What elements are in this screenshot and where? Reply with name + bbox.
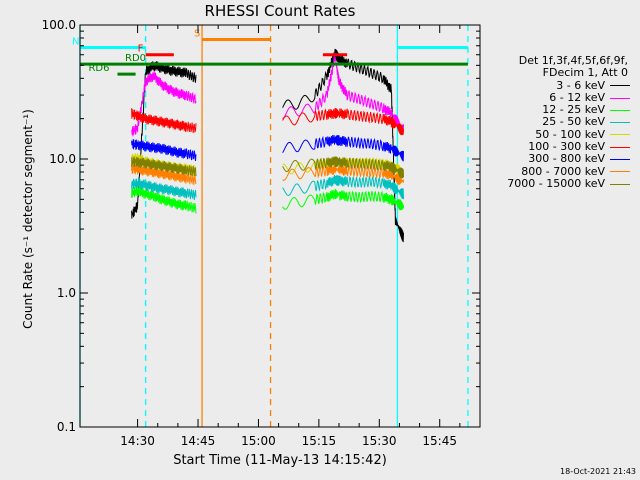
series-line-1-seg-1 — [282, 55, 404, 132]
legend-swatch-5 — [610, 146, 630, 148]
series-line-7-seg-1 — [282, 164, 404, 185]
legend-swatch-7 — [610, 171, 630, 173]
ytick-label-1: 1.0 — [57, 286, 76, 300]
legend-swatch-0 — [610, 85, 630, 87]
legend-entry-5: 100 - 300 keV — [484, 140, 634, 154]
xtick-label-4: 15:30 — [362, 434, 397, 448]
xtick-label-2: 15:00 — [241, 434, 276, 448]
legend-swatch-6 — [610, 159, 630, 161]
flag-label-2: F — [138, 44, 144, 55]
flag-label-3: RD0 — [125, 53, 146, 64]
legend-swatch-4 — [610, 134, 630, 136]
legend-entry-4: 50 - 100 keV — [484, 127, 634, 141]
series-line-2-seg-1 — [282, 188, 404, 211]
flag-label-0: N — [72, 36, 79, 47]
ytick-label-3: 100.0 — [42, 18, 76, 32]
vlines-group — [79, 25, 469, 427]
axis-ticks-group: 0.1 1.0 10.0 100.0 14:30 14:45 15:00 15:15 15:30… — [42, 18, 480, 448]
series-line-3-seg-0 — [131, 178, 197, 200]
series-line-5-seg-0 — [131, 108, 197, 133]
legend-swatch-3 — [610, 122, 630, 124]
footer-timestamp: 18-Oct-2021 21:43 — [560, 467, 636, 476]
legend-label-6: 300 - 800 keV — [528, 152, 605, 166]
xtick-label-0: 14:30 — [120, 434, 155, 448]
series-line-8-seg-0 — [131, 156, 197, 177]
legend-label-0: 3 - 6 keV — [556, 78, 605, 92]
legend-entry-2: 12 - 25 keV — [484, 103, 634, 117]
legend-entry-7: 800 - 7000 keV — [484, 164, 634, 178]
legend: Det 1f,3f,4f,5f,6f,9f, FDecim 1, Att 0 3… — [484, 54, 634, 191]
xtick-label-1: 14:45 — [181, 434, 216, 448]
series-line-2-seg-0 — [131, 185, 197, 214]
legend-label-4: 50 - 100 keV — [535, 127, 605, 141]
series-line-8-seg-1 — [282, 156, 404, 179]
x-axis-label: Start Time (11-May-13 14:15:42) — [173, 453, 387, 468]
flag-label-1: S — [194, 28, 200, 39]
legend-label-7: 800 - 7000 keV — [521, 164, 605, 178]
legend-swatch-1 — [610, 97, 630, 99]
series-line-6-seg-0 — [131, 139, 197, 162]
xtick-label-5: 15:45 — [422, 434, 457, 448]
legend-label-2: 12 - 25 keV — [542, 103, 605, 117]
legend-entry-0: 3 - 6 keV — [484, 78, 634, 92]
legend-label-8: 7000 - 15000 keV — [507, 176, 605, 190]
y-axis-label: Count Rate (s⁻¹ detector segment⁻¹) — [21, 109, 35, 329]
ytick-label-2: 10.0 — [49, 152, 76, 166]
series-line-5-seg-1 — [282, 108, 404, 136]
legend-header-line2: FDecim 1, Att 0 — [542, 66, 628, 80]
legend-entry-6: 300 - 800 keV — [484, 153, 634, 165]
legend-header-line1: Det 1f,3f,4f,5f,6f,9f, — [518, 54, 628, 67]
legend-label-5: 100 - 300 keV — [528, 140, 605, 154]
legend-label-1: 6 - 12 keV — [549, 90, 605, 104]
series-line-1-seg-0 — [131, 70, 197, 137]
legend-entry-3: 25 - 50 keV — [484, 116, 634, 128]
legend-swatch-2 — [610, 109, 630, 111]
series-line-3-seg-1 — [282, 174, 404, 200]
series-group — [131, 48, 404, 243]
ytick-label-0: 0.1 — [57, 420, 76, 434]
series-line-7-seg-0 — [131, 163, 197, 185]
legend-label-3: 25 - 50 keV — [542, 115, 605, 129]
flag-label-4: RD6 — [88, 63, 109, 74]
series-line-6-seg-1 — [282, 134, 404, 162]
legend-entry-8: 7000 - 15000 keV — [484, 176, 634, 190]
xtick-label-3: 15:15 — [302, 434, 337, 448]
plot-frame — [79, 24, 481, 428]
chart-title: RHESSI Count Rates — [204, 2, 356, 20]
legend-swatch-8 — [610, 183, 630, 185]
legend-entries: 3 - 6 keV 6 - 12 keV 12 - 25 keV 25 - 50 ke… — [484, 78, 634, 191]
legend-entry-1: 6 - 12 keV — [484, 90, 634, 104]
